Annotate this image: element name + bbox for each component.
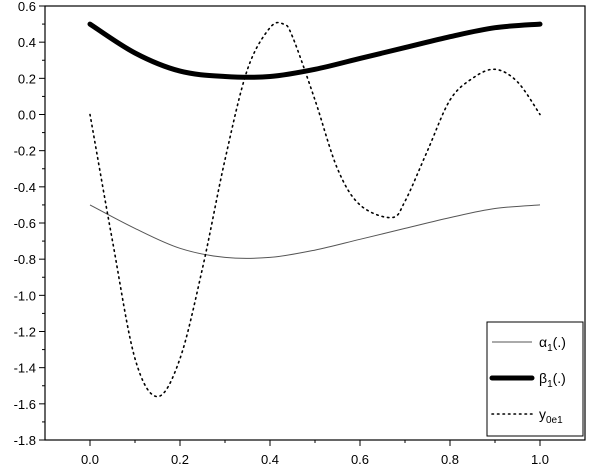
- legend-label-subscript: 0e1: [546, 415, 563, 426]
- legend-label-alpha: α1(.): [539, 334, 566, 354]
- x-tick-label: 0.0: [81, 452, 99, 467]
- legend-label-subscript: 1: [547, 343, 553, 354]
- y-tick-label: -1.6: [14, 397, 36, 412]
- y-tick-label: -0.8: [14, 252, 36, 267]
- legend-label-tail: (.): [553, 334, 566, 350]
- legend-label-main: α: [539, 334, 547, 350]
- x-tick-label: 0.4: [261, 452, 279, 467]
- legend-label-main: y: [539, 406, 546, 422]
- series-line-y0e1: [89, 21, 541, 398]
- legend-label-subscript: 1: [547, 379, 553, 390]
- legend-label-y0e1: y0e1: [539, 406, 563, 426]
- y-tick-label: -1.2: [14, 325, 36, 340]
- y-tick-label: -1.4: [14, 361, 36, 376]
- x-tick-label: 1.0: [531, 452, 549, 467]
- legend-label-main: β: [539, 370, 547, 386]
- y-tick-label: -0.4: [14, 180, 36, 195]
- y-tick-label: -1.8: [14, 433, 36, 448]
- y-tick-label: 0.6: [18, 0, 36, 14]
- x-tick-label: 0.6: [351, 452, 369, 467]
- legend-label-beta: β1(.): [539, 370, 566, 390]
- series-line-beta: [87, 21, 543, 80]
- x-tick-label: 0.8: [441, 452, 459, 467]
- legend-label-tail: (.): [553, 370, 566, 386]
- y-tick-label: 0.4: [18, 35, 36, 50]
- y-tick-label: -0.6: [14, 216, 36, 231]
- series-line-alpha: [89, 204, 541, 259]
- y-tick-label: 0.0: [18, 108, 36, 123]
- x-tick-label: 0.2: [171, 452, 189, 467]
- y-tick-label: -0.2: [14, 144, 36, 159]
- y-tick-label: -1.0: [14, 288, 36, 303]
- y-tick-label: 0.2: [18, 71, 36, 86]
